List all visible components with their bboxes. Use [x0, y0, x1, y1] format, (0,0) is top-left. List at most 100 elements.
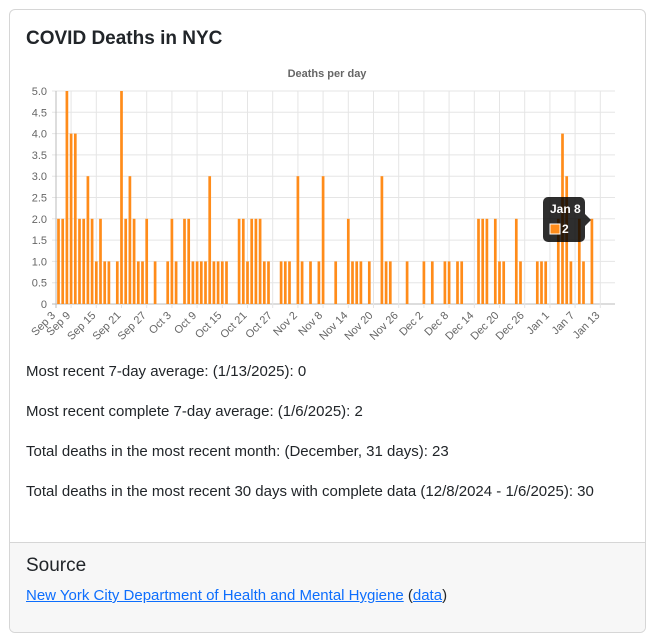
covid-card: COVID Deaths in NYC Most recent 7-day av… [9, 9, 646, 633]
bar [443, 261, 447, 304]
tooltip-date: Jan 8 [550, 202, 581, 216]
x-tick-label: Nov 2 [271, 310, 300, 339]
bar [544, 261, 548, 304]
bar [498, 261, 501, 304]
source-title: Source [26, 555, 87, 576]
y-tick-label: 3.0 [32, 171, 47, 183]
bar [535, 261, 539, 304]
bar [317, 261, 321, 304]
x-tick-label: Jan 1 [524, 310, 552, 338]
bar [145, 218, 149, 304]
y-tick-label: 3.5 [32, 150, 47, 162]
data-link[interactable]: data [412, 587, 443, 604]
bar [153, 261, 157, 304]
bar [124, 218, 128, 304]
bar [367, 261, 371, 304]
bar [346, 218, 350, 304]
bar [107, 261, 111, 304]
bar [355, 261, 359, 304]
x-tick-label: Jan 13 [571, 310, 603, 342]
dohmh-link[interactable]: New York City Department of Health and M… [26, 587, 404, 604]
bar [94, 261, 98, 304]
bar [254, 218, 258, 304]
bar [296, 176, 300, 304]
bar [334, 261, 338, 304]
bar [183, 218, 186, 304]
bar [65, 91, 69, 304]
y-tick-label: 2.0 [32, 214, 47, 226]
bar [258, 218, 262, 304]
bar [519, 261, 522, 304]
chart-tooltip: Jan 8 2 [543, 197, 591, 242]
x-tick-label: Dec 2 [397, 310, 426, 339]
bar [212, 261, 216, 304]
bar [61, 218, 65, 304]
stat-month-total: Total deaths in the most recent month: (… [26, 443, 449, 460]
x-tick-label: Oct 3 [147, 310, 174, 337]
bar [57, 218, 60, 304]
bar [288, 261, 291, 304]
bar [204, 261, 207, 304]
bar [103, 261, 107, 304]
bar [430, 261, 434, 304]
bar [237, 218, 241, 304]
bar [132, 218, 136, 304]
bar [359, 261, 363, 304]
bar [69, 133, 73, 304]
bar [208, 176, 212, 304]
bar [141, 261, 144, 304]
stat-30day-total: Total deaths in the most recent 30 days … [26, 483, 594, 500]
bar [86, 176, 90, 304]
bar [267, 261, 270, 304]
bar [422, 261, 426, 304]
bar [262, 261, 266, 304]
bar [405, 261, 409, 304]
bar [170, 218, 174, 304]
bar [514, 218, 518, 304]
paren-open: ( [407, 587, 413, 604]
bar [115, 261, 119, 304]
tooltip-caret [585, 214, 591, 226]
y-tick-label: 1.5 [32, 235, 47, 247]
bar [120, 91, 123, 304]
bar [216, 261, 220, 304]
bar [493, 218, 497, 304]
card-title: COVID Deaths in NYC [26, 28, 223, 49]
bar [225, 261, 228, 304]
y-tick-label: 2.5 [32, 193, 47, 205]
y-tick-label: 4.5 [32, 107, 47, 119]
bar [384, 261, 388, 304]
source-footer: Source New York City Department of Healt… [10, 542, 645, 632]
bar [582, 261, 585, 304]
bar [556, 218, 560, 304]
y-tick-label: 0.5 [32, 278, 47, 290]
bar [481, 218, 485, 304]
paren-close: ) [442, 587, 448, 604]
tooltip-swatch [549, 223, 561, 235]
source-links: New York City Department of Health and M… [26, 587, 447, 604]
y-tick-label: 4.0 [32, 129, 47, 141]
bar [456, 261, 459, 304]
bar [540, 261, 543, 304]
x-tick-label: Oct 15 [193, 310, 224, 341]
bar [187, 218, 191, 304]
bar [241, 218, 245, 304]
bar [174, 261, 178, 304]
bar [447, 261, 451, 304]
bar [246, 261, 249, 304]
x-tick-label: Oct 27 [243, 310, 274, 341]
x-tick-label: Oct 21 [218, 310, 249, 341]
bar [309, 261, 312, 304]
bar [569, 261, 573, 304]
bar [78, 218, 81, 304]
bar [502, 261, 506, 304]
bar [199, 261, 203, 304]
bar [460, 261, 464, 304]
x-tick-label: Nov 26 [368, 310, 401, 343]
deaths-chart: Deaths per day 0 0.5 1.0 1.5 2.0 2.5 3.0 3.5 4.0… [29, 68, 615, 343]
x-tick-label: Sep 27 [116, 310, 149, 343]
bar [388, 261, 392, 304]
bar [577, 218, 581, 304]
bar [590, 218, 594, 304]
bar [477, 218, 480, 304]
